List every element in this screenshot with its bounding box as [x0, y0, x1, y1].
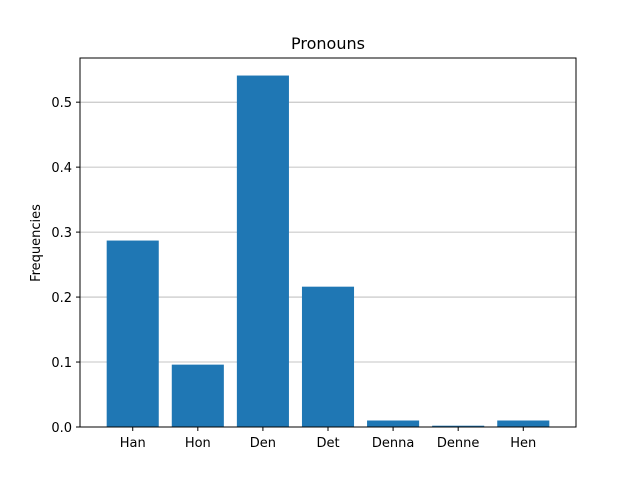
- y-tick-label: 0.1: [51, 356, 72, 371]
- bar-denne: [432, 425, 485, 427]
- x-tick-label: Hen: [510, 436, 536, 451]
- x-tick-label: Den: [250, 436, 276, 451]
- x-tick-label: Denna: [372, 436, 414, 451]
- x-tick-label: Denne: [437, 436, 480, 451]
- y-tick-label: 0.0: [51, 421, 72, 436]
- bar-hon: [171, 364, 224, 427]
- tick-layer: 0.0 0.1 0.2 0.3 0.4 0.5 Han Hon Den Det Denna Denne…: [51, 96, 536, 451]
- y-tick-label: 0.2: [51, 291, 72, 306]
- plot-frame: [79, 57, 577, 428]
- bar-han: [106, 240, 159, 427]
- chart-title: Pronouns: [291, 34, 365, 53]
- bar-layer: [106, 75, 550, 427]
- bar-den: [236, 75, 289, 427]
- bar-det: [301, 286, 355, 427]
- y-tick-label: 0.4: [51, 161, 72, 176]
- bar-hen: [497, 420, 550, 427]
- x-tick-label: Hon: [185, 436, 211, 451]
- y-axis-label: Frequencies: [29, 204, 44, 282]
- x-tick-label: Det: [316, 436, 339, 451]
- x-tick-label: Han: [120, 436, 146, 451]
- y-tick-label: 0.3: [51, 226, 72, 241]
- y-tick-label: 0.5: [51, 96, 72, 111]
- bar-denna: [367, 420, 420, 427]
